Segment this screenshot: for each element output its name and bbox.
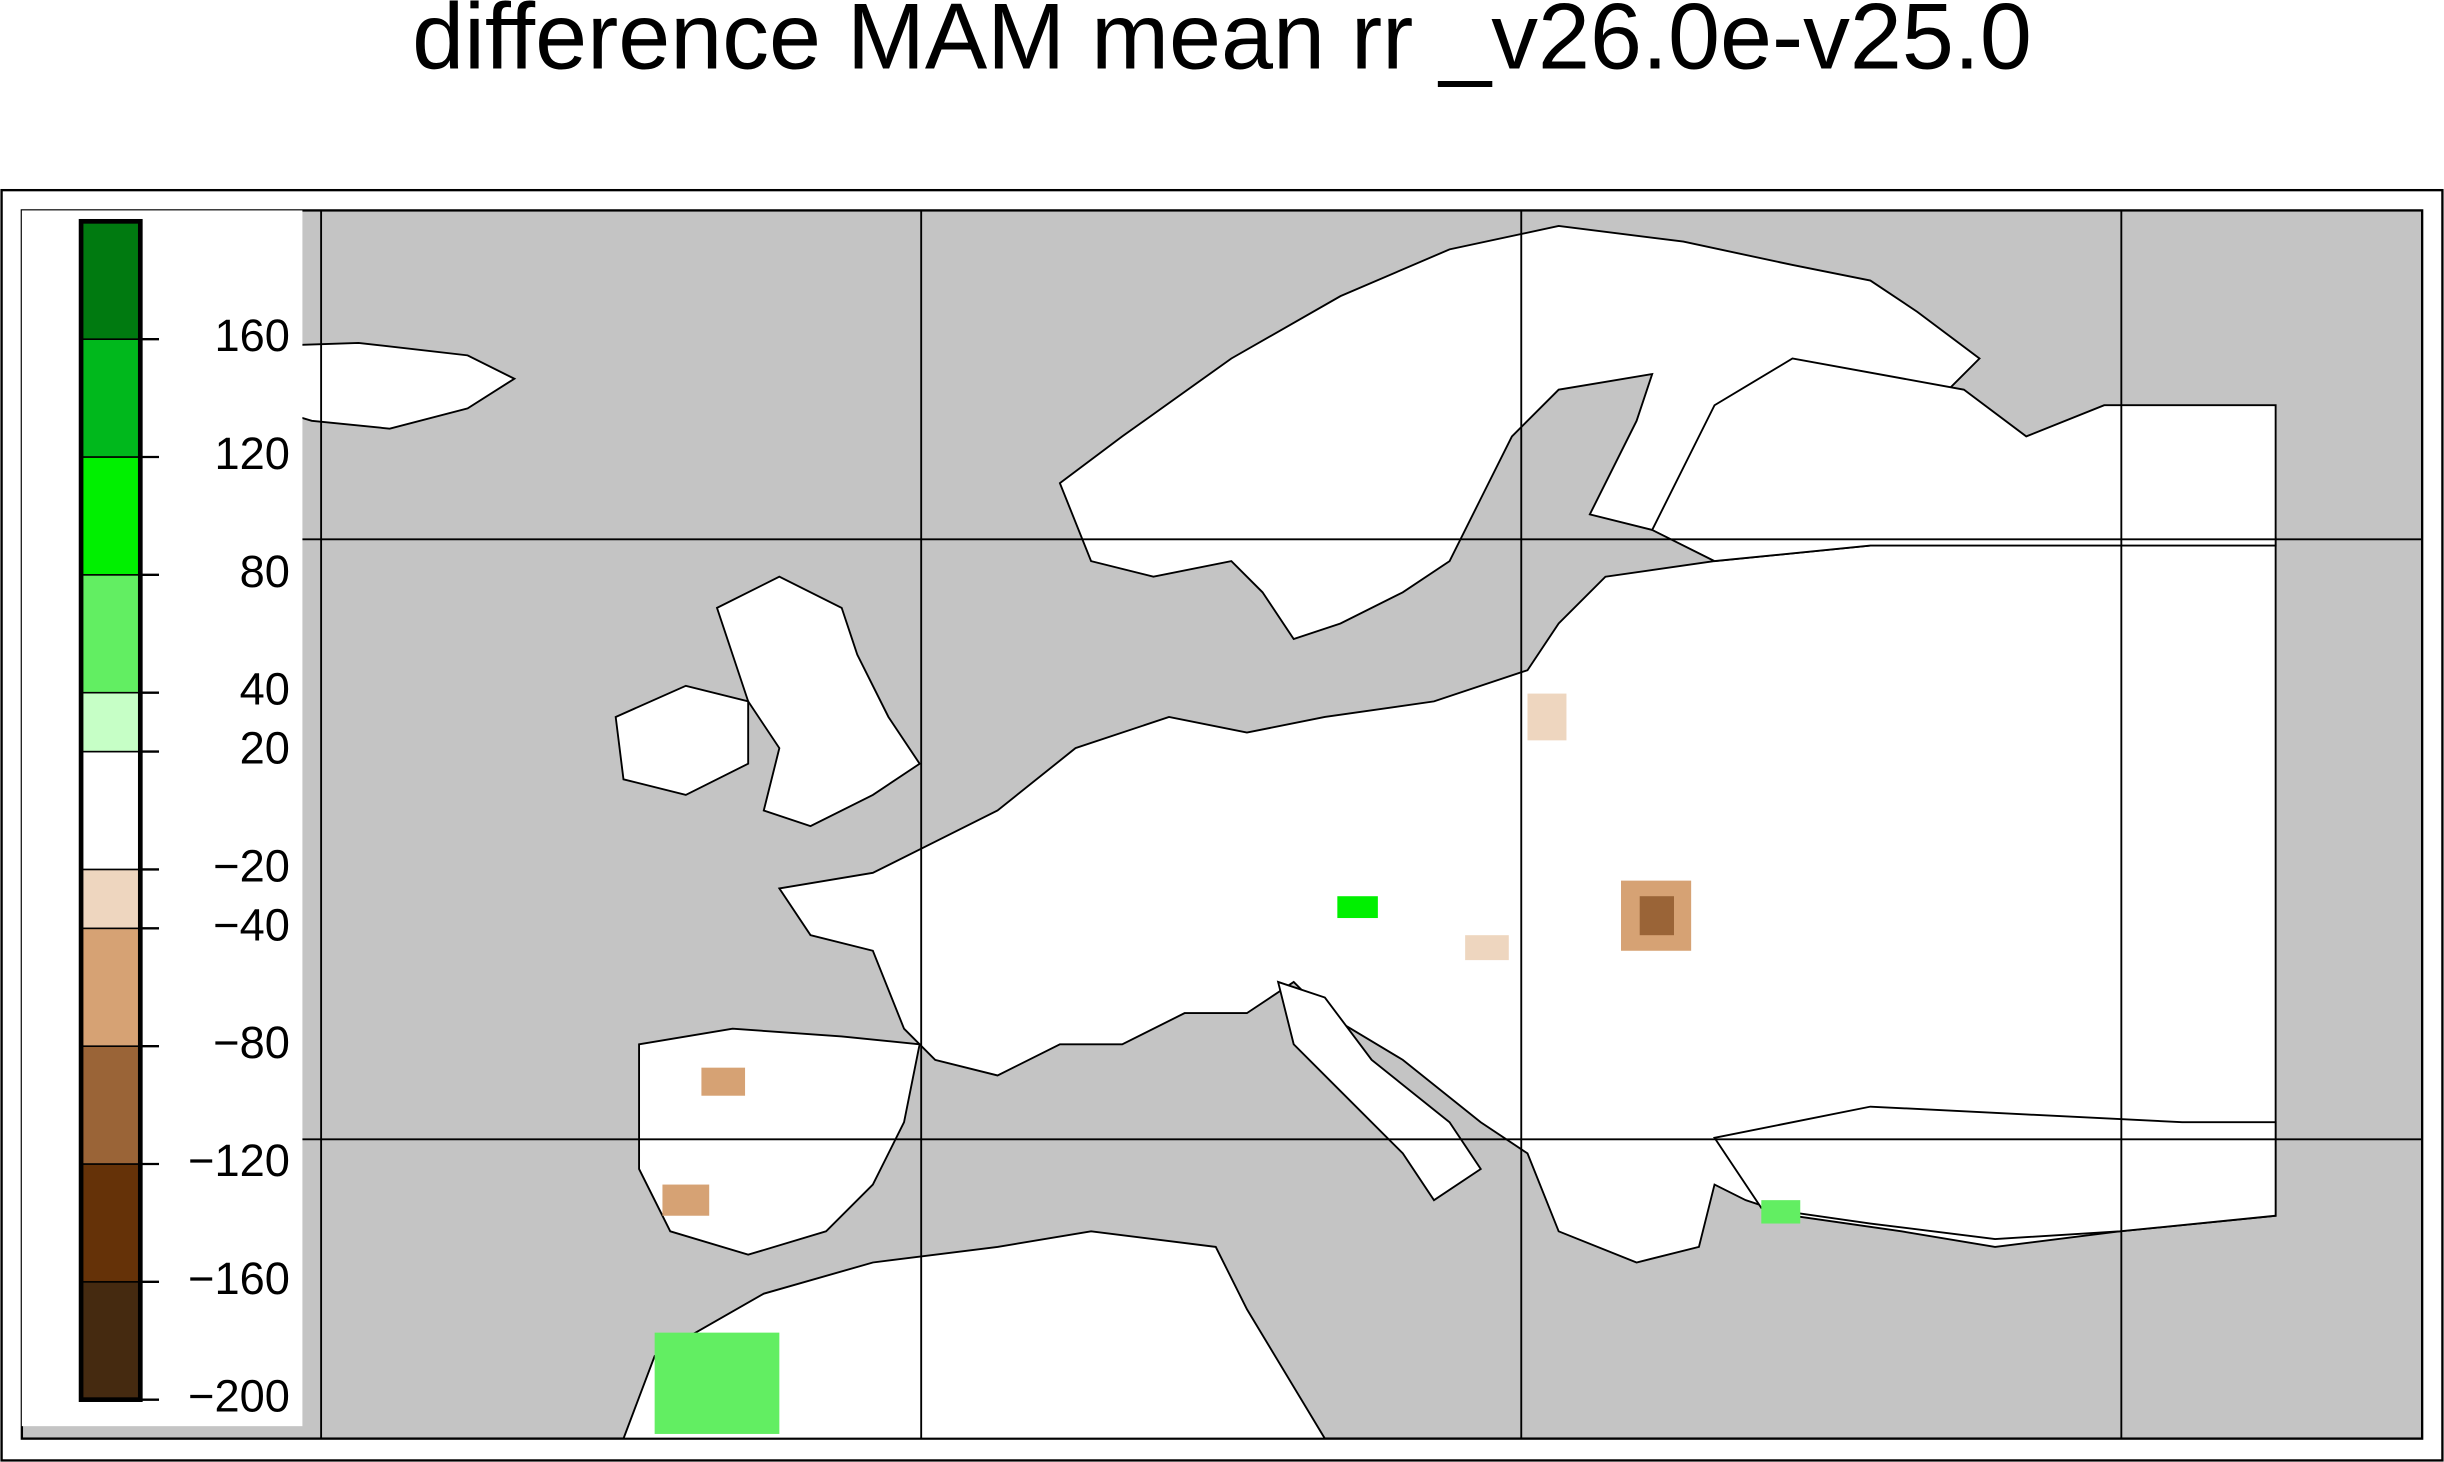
anomaly-patch [662, 1184, 710, 1216]
colorbar-segment [80, 456, 142, 576]
colorbar-segment [80, 574, 142, 694]
colorbar-segment [80, 750, 142, 871]
colorbar-segment [80, 691, 142, 753]
finland-russia [1650, 357, 2277, 563]
land [192, 225, 2277, 1440]
colorbar-tick-label: −20 [213, 840, 290, 891]
anomalies [654, 693, 1801, 1434]
colorbar: −200 −160 −120 −80 −40 −20 20 40 80 120 160 [78, 218, 290, 1422]
colorbar-tick-label: −80 [213, 1017, 290, 1068]
colorbar-background [21, 210, 303, 1427]
anomaly-patch [701, 1067, 746, 1096]
anomaly-patch [1337, 896, 1378, 919]
colorbar-tick-label: 160 [215, 310, 290, 361]
colorbar-tick-label: −40 [213, 899, 290, 950]
colorbar-tick-label: −200 [188, 1371, 290, 1422]
italy [1276, 980, 1483, 1202]
colorbar-segment [80, 1281, 142, 1401]
ireland [614, 684, 750, 796]
outer-frame [0, 188, 2444, 1462]
colorbar-tick-label: 120 [215, 428, 290, 479]
colorbar-segment [80, 868, 142, 930]
anomaly-patch [654, 1332, 780, 1434]
colorbar-segment [80, 1163, 142, 1283]
colorbar-tick-label: 40 [240, 664, 290, 715]
colorbar-segment [80, 927, 142, 1047]
colorbar-segment [80, 1045, 142, 1165]
colorbar-segment [80, 220, 142, 340]
colorbar-frame [78, 218, 143, 1402]
colorbar-tick-label: 80 [240, 546, 290, 597]
graticule [21, 210, 2423, 1439]
anomaly-patch [1761, 1200, 1801, 1224]
north-africa [622, 1230, 1327, 1440]
anomaly-patch [1527, 693, 1567, 741]
anomaly-patch [1639, 896, 1675, 936]
colorbar-tick-label: −120 [188, 1135, 290, 1186]
colorbar-tick-label: −160 [188, 1253, 290, 1304]
colorbar-segment [80, 338, 142, 458]
title: difference MAM mean rr _v26.0e-v25.0 [412, 0, 2032, 88]
colorbar-tick-label: 20 [240, 723, 290, 774]
anomaly-patch [1465, 935, 1509, 961]
